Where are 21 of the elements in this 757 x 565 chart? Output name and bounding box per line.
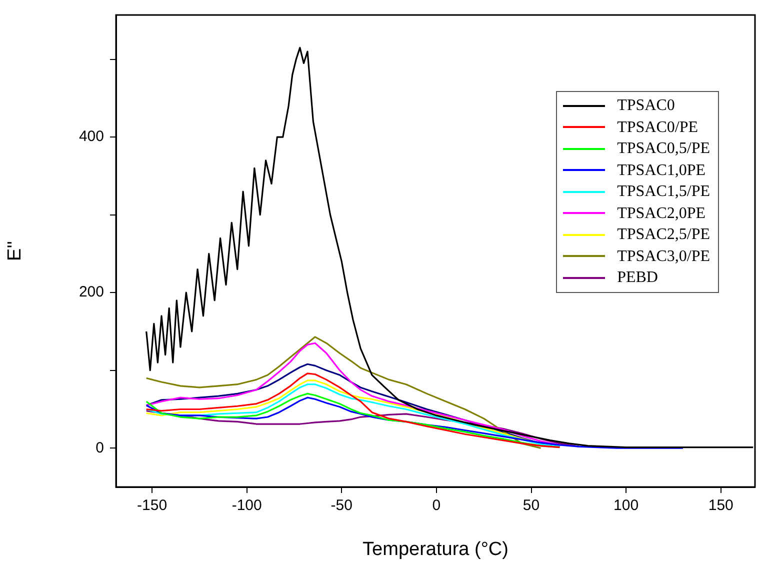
- legend-label: TPSAC0/PE: [617, 118, 698, 138]
- legend-label: TPSAC0,5/PE: [617, 139, 710, 159]
- legend-label: TPSAC2,0PE: [617, 204, 706, 224]
- y-axis-title: E'': [4, 241, 26, 261]
- y-tick-label: 0: [96, 439, 104, 456]
- x-tick-label: 150: [708, 497, 734, 514]
- x-tick-label: 100: [614, 497, 639, 514]
- x-tick-label: -150: [137, 497, 168, 514]
- legend-label: TPSAC3,0/PE: [617, 246, 710, 266]
- x-tick-label: -50: [330, 497, 352, 514]
- y-tick-label: 200: [78, 284, 104, 301]
- legend-label: TPSAC1,5/PE: [617, 182, 710, 202]
- x-axis-title: Temperatura (°C): [362, 538, 508, 560]
- x-tick-label: 0: [432, 497, 441, 514]
- x-tick-label: -100: [232, 497, 262, 514]
- x-tick-label: 50: [522, 497, 540, 514]
- y-tick-label: 400: [78, 128, 104, 146]
- legend-label: TPSAC0: [617, 96, 675, 116]
- legend-label: TPSAC1,0PE: [617, 160, 706, 180]
- legend-label: PEBD: [617, 268, 658, 288]
- legend-label: TPSAC2,5/PE: [617, 225, 710, 245]
